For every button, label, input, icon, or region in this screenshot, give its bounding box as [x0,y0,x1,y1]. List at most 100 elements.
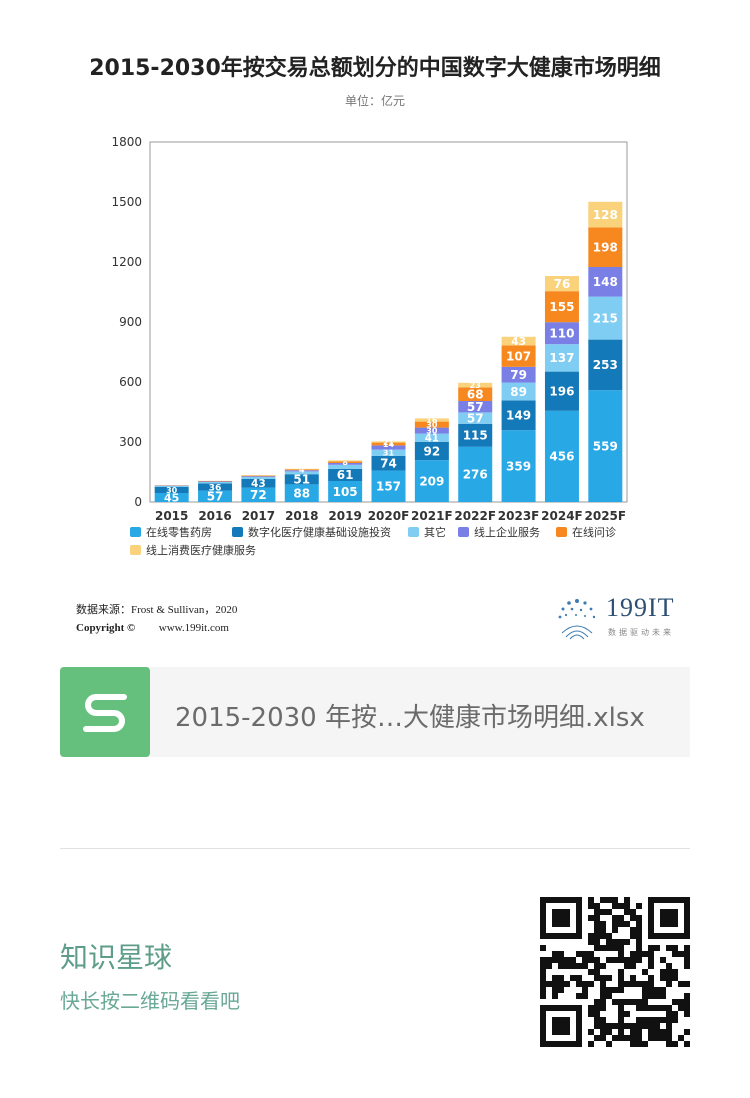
qr-module [588,903,594,909]
qr-module [660,987,666,993]
qr-module [624,897,630,903]
qr-module [666,1005,672,1011]
legend-label: 线上企业服务 [474,525,540,539]
data-label: 155 [549,300,574,314]
qr-finder [552,909,570,927]
qr-module [600,993,606,999]
qr-code[interactable] [540,897,690,1047]
qr-module [606,909,612,915]
y-tick-label: 900 [119,315,142,329]
qr-module [684,1005,690,1011]
qr-module [618,981,624,987]
qr-module [594,969,600,975]
bar-segment [544,344,579,372]
bar-segment [501,336,536,346]
qr-module [564,963,570,969]
legend-label: 其它 [424,525,446,539]
qr-module [672,999,678,1005]
bar-segment [284,471,319,475]
bar-segment [458,423,493,447]
qr-module [594,903,600,909]
qr-module [582,981,588,987]
qr-module [618,1023,624,1029]
qr-module [600,921,606,927]
qr-module [570,957,576,963]
data-label: 209 [419,474,444,488]
qr-module [594,909,600,915]
legend-swatch [232,527,243,537]
qr-module [618,1005,624,1011]
legend-swatch [130,545,141,555]
qr-module [672,945,678,951]
bar-segment [588,339,623,391]
qr-module [612,915,618,921]
qr-module [594,999,600,1005]
qr-module [618,1017,624,1023]
data-label: 105 [333,485,358,499]
qr-module [582,993,588,999]
bar-segment [501,345,536,367]
data-label: 79 [510,368,527,382]
data-label: 57 [467,411,484,425]
qr-module [600,909,606,915]
qr-module [624,1011,630,1017]
qr-module [648,993,654,999]
qr-module [660,1017,666,1023]
qr-module [594,957,600,963]
bar-segment [371,445,406,450]
website-link[interactable]: www.199it.com [158,622,229,634]
qr-module [588,981,594,987]
data-label: 559 [593,439,618,453]
qr-module [666,945,672,951]
qr-module [678,1005,684,1011]
qr-module [678,1035,684,1041]
bar-segment [371,442,406,446]
qr-module [606,987,612,993]
qr-module [594,1011,600,1017]
qr-module [612,939,618,945]
bar-segment [414,433,449,442]
qr-module [558,981,564,987]
qr-module [588,1011,594,1017]
bar-segment [241,476,276,477]
stacked-bar-chart: 0300600900120015001800453020155736201672… [111,135,628,557]
qr-module [552,993,558,999]
bar-segment [198,481,233,482]
x-tick-label: 2023F [498,509,540,523]
qr-module [558,957,564,963]
bar-segment [501,400,536,431]
legend-swatch [458,527,469,537]
data-label: 43 [511,336,526,348]
qr-module [666,1041,672,1047]
qr-module [618,957,624,963]
data-label: 72 [250,488,267,502]
qr-module [636,1029,642,1035]
qr-module [552,981,558,987]
divider [60,848,690,849]
qr-module [648,1023,654,1029]
legend-label: 数字化医疗健康基础设施投资 [248,525,391,539]
qr-module [606,1023,612,1029]
qr-module [618,969,624,975]
qr-module [552,951,558,957]
qr-module [654,1029,660,1035]
qr-module [624,963,630,969]
qr-module [588,933,594,939]
qr-module [600,945,606,951]
bar-segment [154,493,189,502]
qr-module [600,963,606,969]
qr-module [636,927,642,933]
data-label: 21 [383,438,395,447]
data-label: 107 [506,349,531,363]
logo-text: 199IT [606,593,675,622]
chart-unit-label: 单位：亿元 [344,94,405,108]
qr-module [540,957,546,963]
chart-title: 2015-2030年按交易总额划分的中国数字大健康市场明细 [89,56,661,81]
qr-module [624,1023,630,1029]
attachment-card[interactable]: 2015-2030 年按…大健康市场明细.xlsx [60,667,690,757]
qr-module [654,1035,660,1041]
qr-module [636,981,642,987]
bar-segment [328,464,363,469]
qr-module [618,903,624,909]
bar-segment [241,487,276,502]
